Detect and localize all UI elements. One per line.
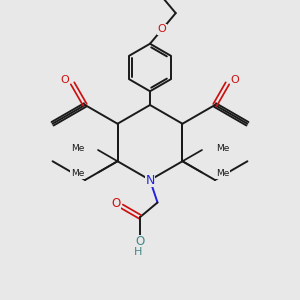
Text: H: H [134,247,142,257]
Text: O: O [61,75,69,85]
Text: Me: Me [216,169,229,178]
Text: Me: Me [216,144,229,153]
Text: O: O [136,236,145,248]
Text: Me: Me [71,169,84,178]
Text: N: N [145,173,155,187]
Text: O: O [111,197,120,210]
Text: O: O [158,24,167,34]
Text: O: O [231,75,239,85]
Text: Me: Me [71,144,84,153]
